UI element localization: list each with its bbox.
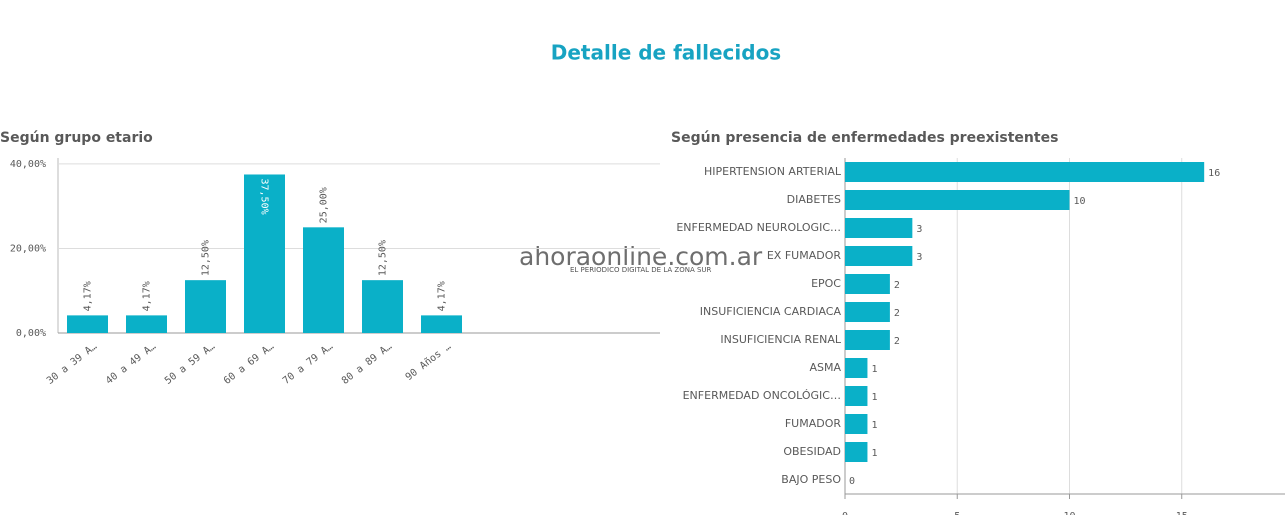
y-tick-label: DIABETES — [787, 193, 841, 206]
value-label: 16 — [1208, 168, 1220, 179]
chart-title: Según grupo etario — [0, 130, 153, 146]
value-label: 1 — [871, 448, 877, 459]
y-tick-label: ENFERMEDAD ONCOLÓGIC… — [683, 389, 841, 402]
chart-title: Según presencia de enfermedades preexist… — [671, 130, 1058, 146]
y-tick-label: OBESIDAD — [783, 445, 841, 458]
value-label: 12,50% — [201, 240, 212, 276]
bar — [845, 246, 913, 266]
y-tick-label: EX FUMADOR — [767, 249, 842, 262]
value-label: 3 — [916, 252, 922, 263]
value-label: 1 — [871, 392, 877, 403]
x-tick-label: 80 a 89 A… — [340, 341, 394, 387]
bar — [362, 280, 403, 333]
x-tick-label: 5 — [954, 511, 960, 515]
x-tick-label: 50 a 59 A… — [163, 341, 217, 387]
value-label: 4,17% — [142, 281, 153, 311]
y-tick-label: EPOC — [811, 277, 841, 290]
bar — [845, 302, 890, 322]
y-tick-label: ASMA — [809, 361, 841, 374]
bar — [845, 330, 890, 350]
y-tick-label: INSUFICIENCIA RENAL — [720, 333, 841, 346]
bar — [185, 280, 226, 333]
watermark-tagline: EL PERIODICO DIGITAL DE LA ZONA SUR — [570, 266, 712, 274]
bar — [67, 315, 108, 333]
watermark: ahoraonline.com.ar EL PERIODICO DIGITAL … — [519, 242, 763, 274]
value-label: 12,50% — [378, 240, 389, 276]
value-label: 1 — [871, 420, 877, 431]
watermark-text: ahoraonline.com.ar — [519, 242, 763, 271]
value-label: 2 — [894, 336, 900, 347]
y-tick-label: ENFERMEDAD NEUROLOGIC… — [676, 221, 841, 234]
x-tick-label: 90 Años … — [404, 341, 453, 383]
value-label: 4,17% — [83, 281, 94, 311]
y-tick-label: HIPERTENSION ARTERIAL — [704, 165, 842, 178]
value-label: 2 — [894, 308, 900, 319]
y-tick-label: 0,00% — [16, 328, 46, 339]
value-label: 2 — [894, 280, 900, 291]
x-tick-label: 15 — [1176, 511, 1188, 515]
value-label: 4,17% — [437, 281, 448, 311]
bar — [845, 386, 868, 406]
value-label: 25,00% — [319, 187, 330, 223]
y-tick-label: INSUFICIENCIA CARDIACA — [700, 305, 842, 318]
y-tick-label: BAJO PESO — [781, 473, 841, 486]
value-label: 37,50% — [259, 178, 270, 214]
page-title: Detalle de fallecidos — [551, 41, 781, 65]
value-label: 1 — [871, 364, 877, 375]
bar — [126, 315, 167, 333]
x-tick-label: 0 — [842, 511, 848, 515]
bar — [845, 218, 913, 238]
value-label: 3 — [916, 224, 922, 235]
x-tick-label: 10 — [1063, 511, 1075, 515]
x-tick-label: 70 a 79 A… — [281, 341, 335, 387]
bar — [845, 274, 890, 294]
x-tick-label: 40 a 49 A… — [104, 341, 158, 387]
value-label: 10 — [1073, 196, 1085, 207]
bar — [421, 315, 462, 333]
bar — [845, 358, 868, 378]
bar — [845, 414, 868, 434]
bar — [845, 442, 868, 462]
y-tick-label: 20,00% — [10, 243, 46, 254]
x-tick-label: 60 a 69 A… — [222, 341, 276, 387]
x-tick-label: 30 a 39 A… — [45, 341, 99, 387]
value-label: 0 — [849, 476, 855, 487]
bar — [845, 190, 1070, 210]
y-tick-label: 40,00% — [10, 159, 46, 170]
bar — [303, 227, 344, 333]
y-tick-label: FUMADOR — [785, 417, 842, 430]
bar — [845, 162, 1205, 182]
bar — [244, 174, 285, 333]
